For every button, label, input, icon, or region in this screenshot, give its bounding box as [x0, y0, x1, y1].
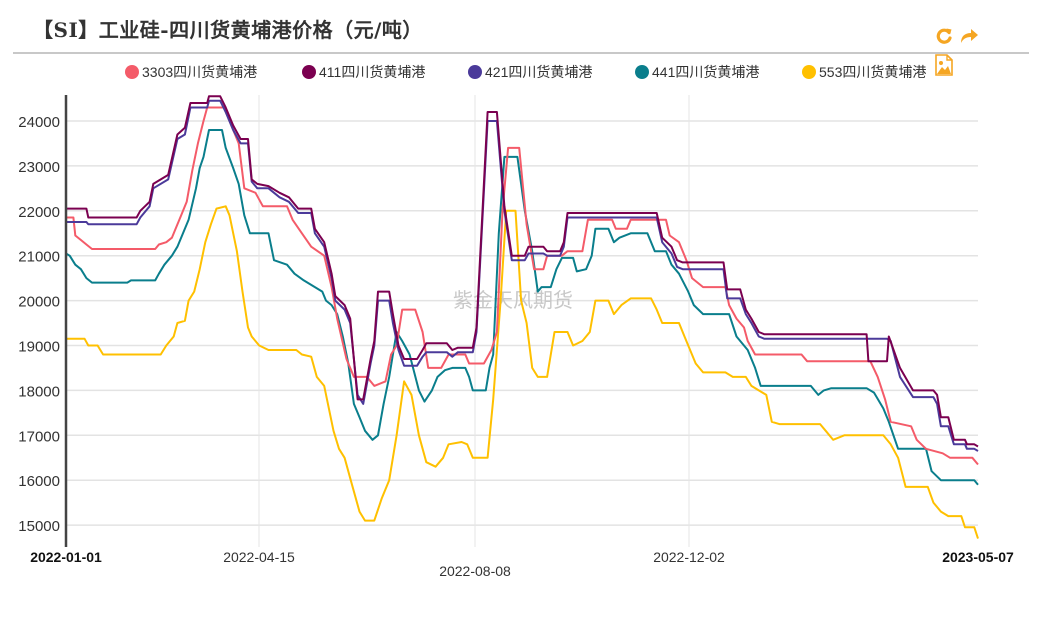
y-tick-label: 17000 — [18, 428, 60, 445]
legend-label: 3303四川货黄埔港 — [142, 64, 258, 80]
x-tick-label: 2022-01-01 — [30, 549, 102, 565]
legend-dot-icon — [468, 65, 482, 79]
legend-item-3303[interactable]: 3303四川货黄埔港 — [125, 62, 257, 82]
legend-label: 421四川货黄埔港 — [485, 64, 593, 80]
series-line[interactable] — [66, 106, 979, 466]
y-tick-label: 20000 — [18, 294, 60, 311]
legend-dot-icon — [802, 65, 816, 79]
legend-label: 411四川货黄埔港 — [319, 64, 426, 80]
y-tick-label: 23000 — [18, 159, 60, 176]
x-tick-label: 2022-04-15 — [223, 549, 295, 565]
y-tick-label: 19000 — [18, 339, 60, 356]
series-line[interactable] — [66, 99, 979, 452]
legend-label: 553四川货黄埔港 — [819, 64, 927, 80]
chart-legend: 3303四川货黄埔港 411四川货黄埔港 421四川货黄埔港 441四川货黄埔港… — [0, 62, 1042, 84]
y-tick-label: 24000 — [18, 114, 60, 131]
series-line[interactable] — [65, 129, 979, 486]
y-tick-label: 18000 — [18, 383, 60, 400]
legend-item-421[interactable]: 421四川货黄埔港 — [468, 62, 592, 82]
legend-item-411[interactable]: 411四川货黄埔港 — [302, 62, 425, 82]
y-tick-label: 15000 — [18, 518, 60, 535]
x-axis-ticks: 2022-01-01 2022-04-15 2022-08-08 2022-12-02… — [30, 549, 1014, 579]
save-image-icon[interactable] — [934, 54, 954, 81]
title-divider — [13, 52, 1029, 54]
series-line[interactable] — [66, 95, 979, 448]
x-tick-label: 2022-12-02 — [653, 549, 725, 565]
legend-dot-icon — [635, 65, 649, 79]
chart-toolbar — [934, 26, 984, 76]
legend-dot-icon — [125, 65, 139, 79]
legend-item-441[interactable]: 441四川货黄埔港 — [635, 62, 759, 82]
legend-dot-icon — [302, 65, 316, 79]
gridlines — [66, 95, 978, 547]
y-axis-ticks: 15000 16000 17000 18000 19000 20000 21000 22000… — [18, 114, 60, 535]
y-tick-label: 16000 — [18, 473, 60, 490]
x-tick-label: 2022-08-08 — [439, 563, 511, 579]
legend-item-553[interactable]: 553四川货黄埔港 — [802, 62, 926, 82]
legend-label: 441四川货黄埔港 — [652, 64, 760, 80]
series-lines — [65, 95, 979, 539]
watermark: 紫金天风期货 — [453, 289, 573, 312]
refresh-icon[interactable] — [934, 26, 954, 51]
chart-title: 【SI】工业硅-四川货黄埔港价格（元/吨） — [33, 18, 423, 42]
series-line[interactable] — [66, 205, 979, 539]
x-tick-label: 2023-05-07 — [942, 549, 1014, 565]
y-tick-label: 21000 — [18, 249, 60, 266]
share-icon[interactable] — [958, 26, 980, 51]
y-tick-label: 22000 — [18, 204, 60, 221]
